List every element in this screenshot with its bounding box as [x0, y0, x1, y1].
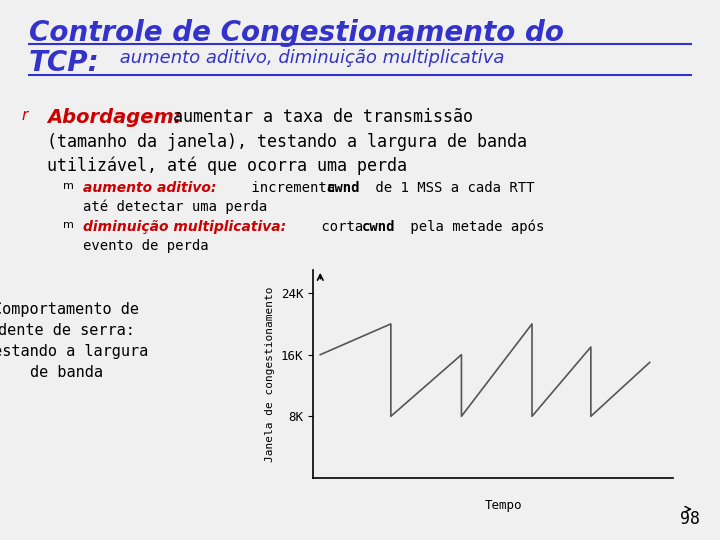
Text: aumento aditivo, diminuição multiplicativa: aumento aditivo, diminuição multiplicati…	[114, 49, 504, 66]
Text: Controle de Congestionamento do: Controle de Congestionamento do	[29, 19, 564, 47]
Text: pela metade após: pela metade após	[402, 220, 544, 234]
Text: utilizável, até que ocorra uma perda: utilizável, até que ocorra uma perda	[47, 157, 407, 175]
Text: Comportamento de
dente de serra:
testando a largura
de banda: Comportamento de dente de serra: testand…	[0, 302, 148, 380]
Text: r: r	[22, 108, 28, 123]
Text: evento de perda: evento de perda	[83, 239, 208, 253]
Text: (tamanho da janela), testando a largura de banda: (tamanho da janela), testando a largura …	[47, 133, 527, 151]
Text: incrementa: incrementa	[243, 181, 344, 195]
Text: TCP:: TCP:	[29, 49, 99, 77]
Text: Tempo: Tempo	[485, 499, 523, 512]
Text: corta: corta	[313, 220, 372, 234]
Text: m: m	[63, 220, 74, 231]
Text: aumento aditivo:: aumento aditivo:	[83, 181, 216, 195]
Text: cwnd: cwnd	[327, 181, 361, 195]
Text: aumentar a taxa de transmissão: aumentar a taxa de transmissão	[173, 108, 473, 126]
Text: de 1 MSS a cada RTT: de 1 MSS a cada RTT	[367, 181, 535, 195]
Y-axis label: Janela de congestionamento: Janela de congestionamento	[266, 286, 276, 462]
Text: diminuição multiplicativa:: diminuição multiplicativa:	[83, 220, 286, 234]
Text: até detectar uma perda: até detectar uma perda	[83, 200, 267, 214]
Text: Abordagem:: Abordagem:	[47, 108, 181, 127]
Text: cwnd: cwnd	[361, 220, 395, 234]
Text: m: m	[63, 181, 74, 192]
Text: 98: 98	[680, 510, 700, 528]
